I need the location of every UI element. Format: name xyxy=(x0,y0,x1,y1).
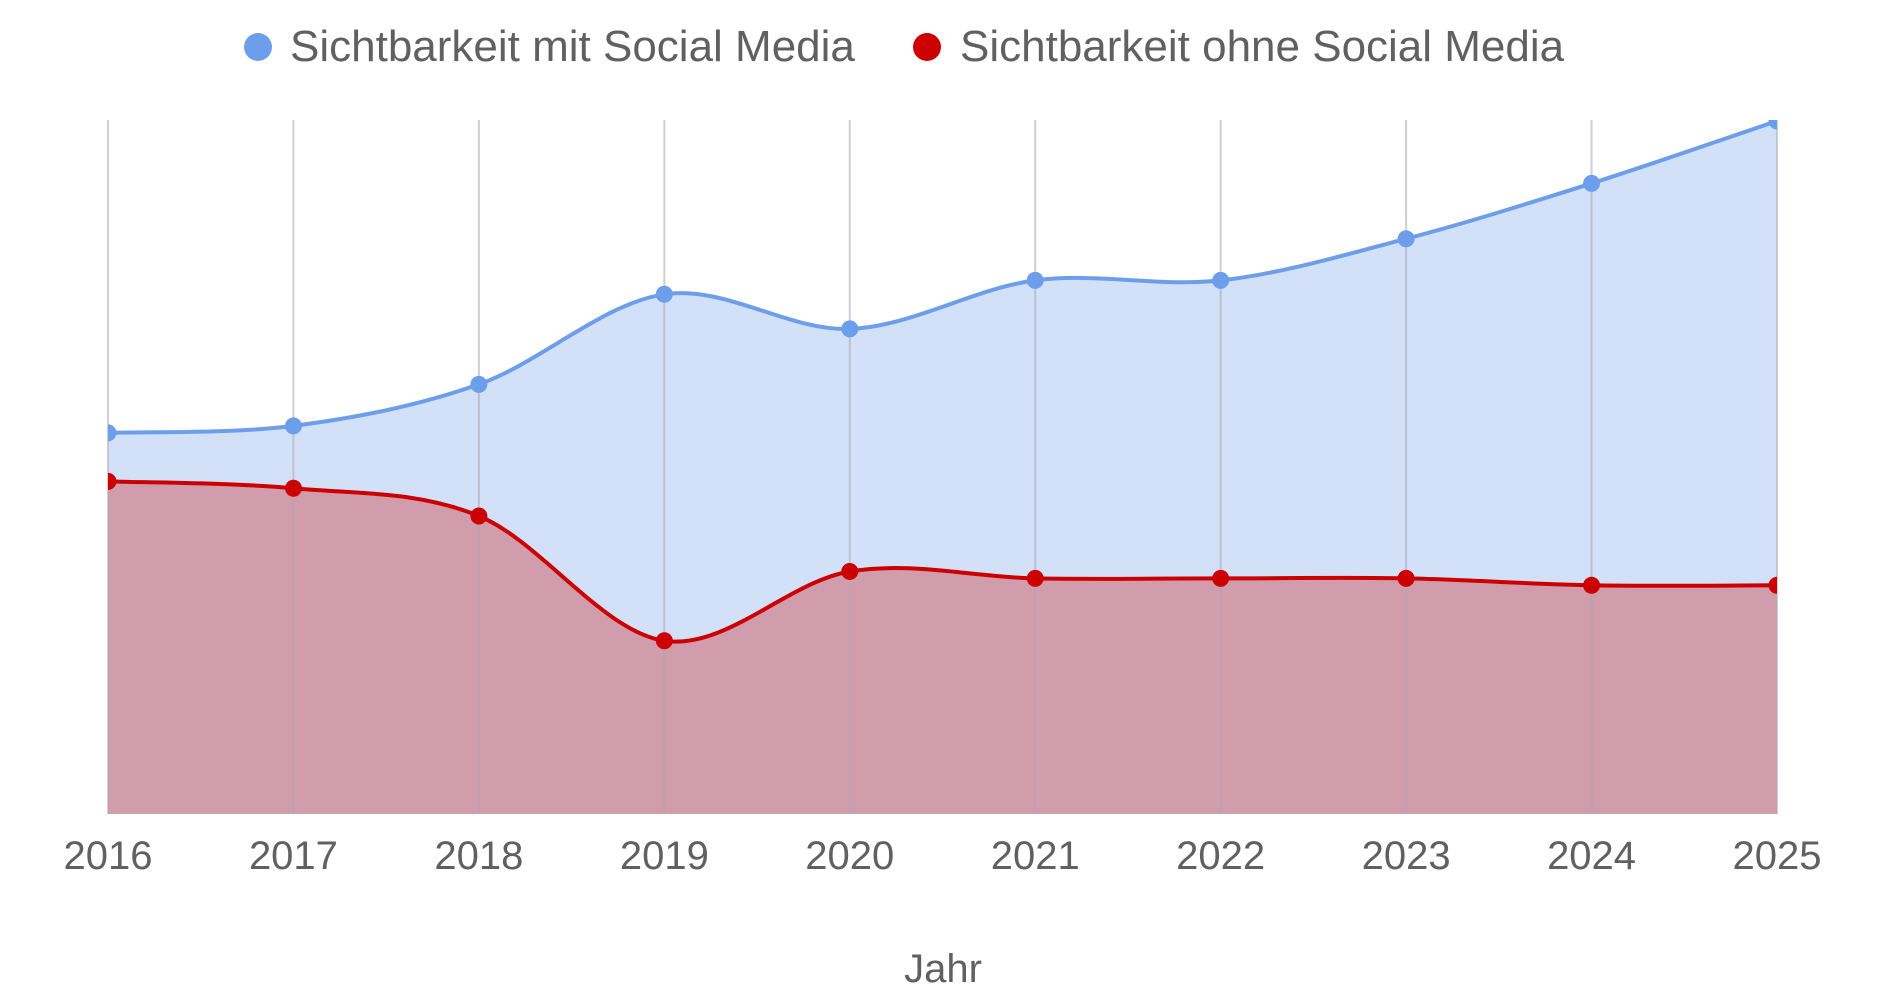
legend: Sichtbarkeit mit Social Media Sichtbarke… xyxy=(244,22,1565,71)
data-point-series-2-2018[interactable] xyxy=(470,507,488,525)
data-point-series-1-2023[interactable] xyxy=(1397,230,1415,248)
data-point-series-1-2024[interactable] xyxy=(1583,174,1601,192)
data-point-series-2-2016[interactable] xyxy=(100,472,117,490)
data-point-series-2-2024[interactable] xyxy=(1583,576,1601,594)
data-point-series-2-2021[interactable] xyxy=(1026,569,1044,587)
x-axis-title: Jahr xyxy=(904,947,982,991)
x-tick-label: 2020 xyxy=(805,834,894,878)
x-tick-label: 2023 xyxy=(1362,834,1451,878)
data-point-series-1-2018[interactable] xyxy=(470,375,488,393)
x-tick-label: 2025 xyxy=(1733,834,1822,878)
x-tick-label: 2019 xyxy=(620,834,709,878)
x-axis-tick-labels: 2016 2017 2018 2019 2020 2021 2022 2023 2024 2025 xyxy=(64,834,1822,878)
data-point-series-1-2017[interactable] xyxy=(284,417,302,435)
data-point-series-2-2022[interactable] xyxy=(1212,569,1230,587)
series-lines xyxy=(108,120,1777,644)
data-point-series-1-2020[interactable] xyxy=(841,320,859,338)
legend-marker-icon xyxy=(244,33,272,61)
legend-item-without-social-media[interactable]: Sichtbarkeit ohne Social Media xyxy=(913,22,1565,71)
x-tick-label: 2017 xyxy=(249,834,338,878)
x-tick-label: 2024 xyxy=(1547,834,1636,878)
x-tick-label: 2018 xyxy=(434,834,523,878)
data-point-series-2-2025[interactable] xyxy=(1768,576,1786,594)
data-point-series-1-2022[interactable] xyxy=(1212,271,1230,289)
data-point-series-1-2021[interactable] xyxy=(1026,271,1044,289)
x-tick-label: 2022 xyxy=(1176,834,1265,878)
x-tick-label: 2016 xyxy=(64,834,153,878)
legend-marker-icon xyxy=(913,33,941,61)
data-points xyxy=(100,113,1786,650)
series-line-2 xyxy=(108,479,1777,644)
x-tick-label: 2021 xyxy=(991,834,1080,878)
series-line-1 xyxy=(108,120,1777,435)
area-fills xyxy=(108,121,1777,814)
data-point-series-2-2017[interactable] xyxy=(284,479,302,497)
area-fill-series-2 xyxy=(108,481,1777,814)
legend-label: Sichtbarkeit ohne Social Media xyxy=(960,22,1565,71)
data-point-series-1-2019[interactable] xyxy=(655,285,673,303)
data-point-series-1-2016[interactable] xyxy=(100,424,117,442)
data-point-series-2-2023[interactable] xyxy=(1397,569,1415,587)
data-point-series-2-2020[interactable] xyxy=(841,562,859,580)
data-point-series-2-2019[interactable] xyxy=(655,632,673,650)
legend-label: Sichtbarkeit mit Social Media xyxy=(290,22,855,71)
data-point-series-1-2025[interactable] xyxy=(1768,113,1786,130)
legend-item-with-social-media[interactable]: Sichtbarkeit mit Social Media xyxy=(244,22,855,71)
